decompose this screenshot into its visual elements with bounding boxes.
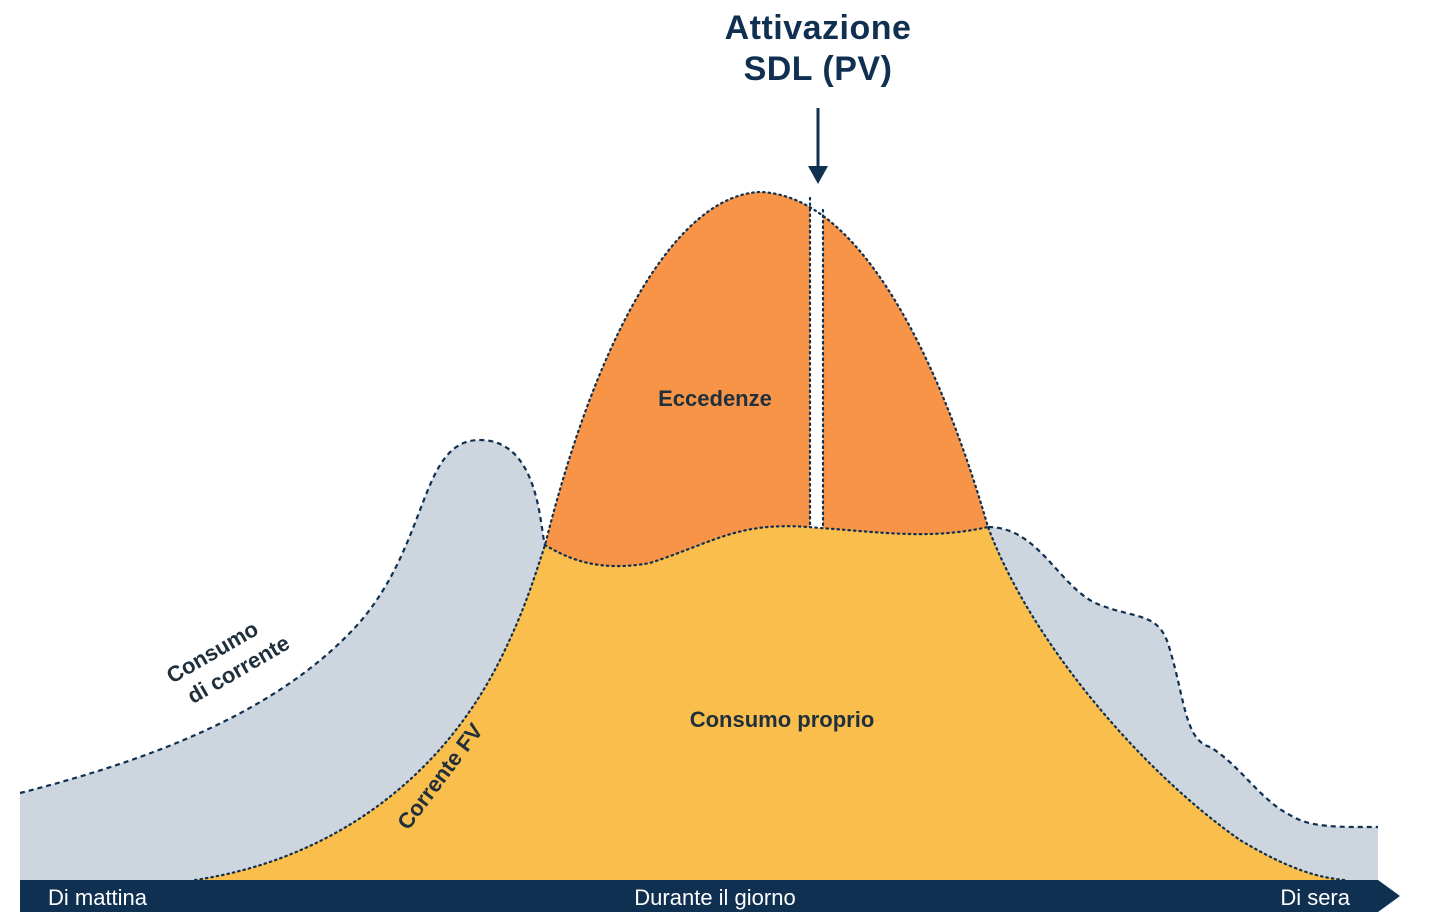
excess-area [545,192,988,567]
title-line-1: Attivazione [725,9,912,47]
self-consumption-boundary [543,525,990,568]
axis-label-morning: Di mattina [48,885,148,910]
time-axis-bar [20,880,1400,912]
consumption-curve-evening [987,525,1379,829]
activation-arrow-head [808,166,828,184]
sdl-activation-gap [810,198,823,528]
pv-current-curve [193,190,1347,882]
axis-label-day: Durante il giorno [634,885,795,910]
self-consumption-area [195,526,1345,880]
axis-label-evening: Di sera [1280,885,1350,910]
consumption-curve [19,438,547,795]
self-consumption-label: Consumo proprio [690,707,875,732]
excess-label: Eccedenze [658,386,772,411]
title-line-2: SDL (PV) [744,50,893,88]
